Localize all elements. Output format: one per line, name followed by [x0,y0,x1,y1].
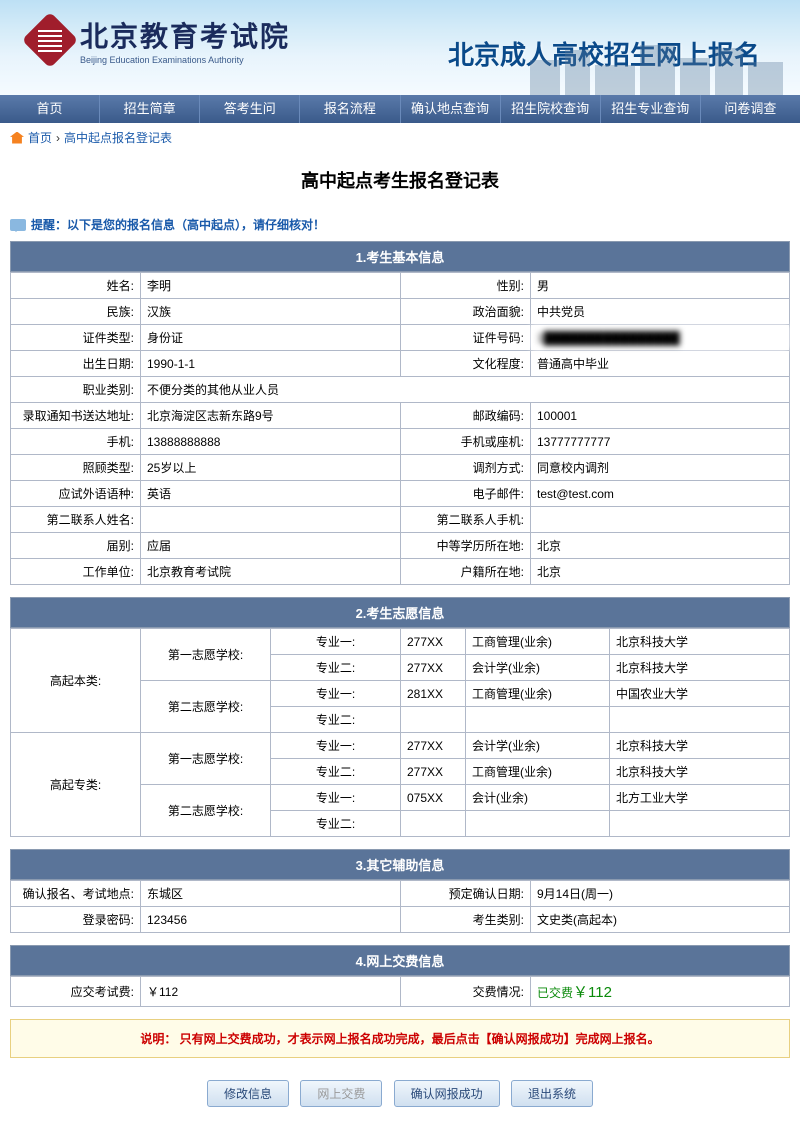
reminder-text: 提醒：以下是您的报名信息（高中起点），请仔细核对！ [31,216,325,233]
exit-button[interactable]: 退出系统 [511,1080,593,1107]
section3-header: 3.其它辅助信息 [10,849,790,880]
aux-info-table: 确认报名、考试地点:东城区预定确认日期:9月14日(周一) 登录密码:12345… [10,880,790,933]
button-bar: 修改信息 网上交费 确认网报成功 退出系统 [10,1070,790,1117]
pay-button[interactable]: 网上交费 [300,1080,382,1107]
reminder-bar: 提醒：以下是您的报名信息（高中起点），请仔细核对！ [10,208,790,241]
buildings-decoration [520,35,800,95]
nav-survey[interactable]: 问卷调查 [701,95,800,123]
section2-header: 2.考生志愿信息 [10,597,790,628]
notice-text: 只有网上交费成功，才表示网上报名成功完成，最后点击【确认网报成功】完成网上报名。 [180,1032,660,1046]
basic-info-table: 姓名:李明性别:男 民族:汉族政治面貌:中共党员 证件类型:身份证证件号码:1█… [10,272,790,585]
nav-confirm-loc[interactable]: 确认地点查询 [401,95,501,123]
main-nav: 首页 招生简章 答考生问 报名流程 确认地点查询 招生院校查询 招生专业查询 问… [0,95,800,123]
nav-schools[interactable]: 招生院校查询 [501,95,601,123]
chat-icon [10,219,26,231]
notice-box: 说明： 只有网上交费成功，才表示网上报名成功完成，最后点击【确认网报成功】完成网… [10,1019,790,1058]
edit-button[interactable]: 修改信息 [207,1080,289,1107]
page-title: 高中起点考生报名登记表 [10,152,790,208]
nav-majors[interactable]: 招生专业查询 [601,95,701,123]
breadcrumb-current: 高中起点报名登记表 [64,129,172,146]
nav-faq[interactable]: 答考生问 [200,95,300,123]
section4-header: 4.网上交费信息 [10,945,790,976]
header-banner: 北京教育考试院 Beijing Education Examinations A… [0,0,800,95]
org-name-cn: 北京教育考试院 [80,15,290,55]
org-name-en: Beijing Education Examinations Authority [80,55,290,65]
nav-brochure[interactable]: 招生简章 [100,95,200,123]
nav-home[interactable]: 首页 [0,95,100,123]
notice-label: 说明： [140,1032,176,1046]
home-icon [10,132,24,144]
payment-table: 应交考试费: ￥112 交费情况: 已交费￥112 [10,976,790,1007]
section1-header: 1.考生基本信息 [10,241,790,272]
preference-table: 高起本类: 第一志愿学校: 专业一: 277XX 工商管理(业余) 北京科技大学… [10,628,790,837]
payment-status: 已交费￥112 [531,977,790,1007]
breadcrumb-home[interactable]: 首页 [28,129,52,146]
breadcrumb: 首页 › 高中起点报名登记表 [0,123,800,152]
nav-process[interactable]: 报名流程 [300,95,400,123]
confirm-button[interactable]: 确认网报成功 [394,1080,500,1107]
logo-icon [22,12,79,69]
